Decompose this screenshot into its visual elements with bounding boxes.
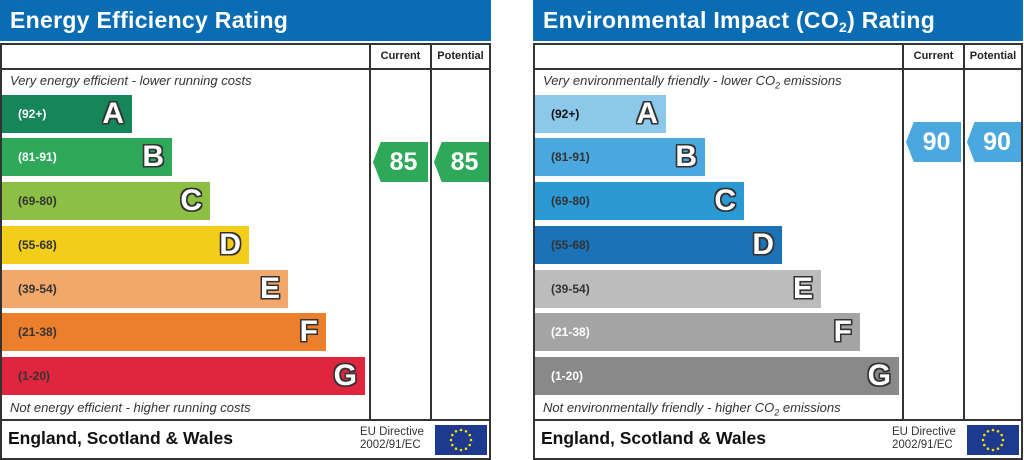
- band-range: (69-80): [551, 194, 590, 208]
- band-range: (21-38): [551, 325, 590, 339]
- text-part: emissions: [780, 73, 842, 88]
- potential-rating-arrow: 85: [434, 142, 489, 182]
- environmental-impact-panel: Environmental Impact (CO2) Rating Current…: [533, 0, 1023, 460]
- band-f: (21-38) F: [535, 313, 860, 351]
- band-range: (92+): [18, 107, 47, 121]
- footer-divider: [533, 419, 1023, 421]
- band-range: (21-38): [18, 325, 57, 339]
- band-letter: F: [299, 315, 318, 348]
- band-letter: G: [867, 359, 891, 392]
- band-letter: C: [714, 184, 736, 217]
- band-letter: C: [180, 184, 202, 217]
- text-part: Very environmentally friendly - lower CO: [543, 73, 776, 88]
- bottom-note: Not energy efficient - higher running co…: [10, 400, 251, 415]
- band-letter: G: [333, 359, 357, 392]
- band-g: (1-20) G: [2, 357, 365, 395]
- band-c: (69-80) C: [2, 182, 210, 220]
- band-range: (69-80): [18, 194, 57, 208]
- band-f: (21-38) F: [2, 313, 326, 351]
- column-divider: [430, 43, 432, 420]
- region-label: England, Scotland & Wales: [541, 428, 766, 448]
- band-e: (39-54) E: [535, 270, 821, 308]
- band-letter: D: [219, 228, 241, 261]
- energy-efficiency-panel: Energy Efficiency Rating Current Potential…: [0, 0, 491, 460]
- text-part: emissions: [779, 400, 841, 415]
- column-header-potential: Potential: [437, 50, 484, 62]
- subscript-2: 2: [775, 80, 781, 91]
- top-note: Very energy efficient - lower running co…: [10, 73, 252, 88]
- band-letter: F: [833, 315, 852, 348]
- band-letter: D: [752, 228, 774, 261]
- text-part: Environmental Impact (CO: [543, 7, 840, 33]
- column-divider: [369, 43, 371, 420]
- current-rating-arrow: 90: [906, 122, 961, 162]
- text-part: ) Rating: [847, 7, 936, 33]
- subscript-2: 2: [774, 407, 780, 418]
- band-letter: B: [142, 140, 164, 173]
- band-letter: B: [675, 140, 697, 173]
- band-range: (1-20): [18, 369, 51, 383]
- directive-line: 2002/91/EC: [892, 439, 953, 451]
- chart-frame: [0, 43, 491, 460]
- bottom-note: Not environmentally friendly - higher CO…: [543, 400, 841, 418]
- band-letter: E: [259, 272, 280, 305]
- panel-title: Energy Efficiency Rating: [0, 0, 491, 41]
- eu-flag-icon: [967, 425, 1019, 455]
- directive-line: EU Directive: [360, 426, 424, 438]
- potential-rating-arrow: 90: [967, 122, 1021, 162]
- band-c: (69-80) C: [535, 182, 744, 220]
- band-range: (55-68): [18, 238, 57, 252]
- text-part: Very energy efficient - lower running co…: [10, 73, 252, 88]
- band-a: (92+) A: [2, 95, 132, 133]
- eu-flag-icon: [435, 425, 487, 455]
- band-range: (92+): [551, 107, 580, 121]
- text-part: Not environmentally friendly - higher CO: [543, 400, 775, 415]
- panel-title: Environmental Impact (CO2) Rating: [533, 0, 1023, 41]
- band-range: (1-20): [551, 369, 584, 383]
- directive-line: EU Directive: [892, 426, 956, 438]
- band-range: (55-68): [551, 238, 590, 252]
- header-divider: [0, 68, 491, 70]
- band-range: (81-91): [551, 150, 590, 164]
- chart-frame: [533, 43, 1023, 460]
- eu-directive: EU Directive 2002/91/EC: [360, 426, 424, 452]
- region-label: England, Scotland & Wales: [8, 428, 233, 448]
- column-header-current: Current: [380, 50, 421, 62]
- footer-divider: [0, 419, 491, 421]
- band-letter: A: [636, 97, 658, 130]
- text-part: Not energy efficient - higher running co…: [10, 400, 251, 415]
- band-b: (81-91) B: [2, 138, 172, 176]
- eu-directive: EU Directive 2002/91/EC: [892, 426, 956, 452]
- band-e: (39-54) E: [2, 270, 288, 308]
- column-header-potential: Potential: [969, 50, 1017, 62]
- band-range: (81-91): [18, 150, 57, 164]
- band-d: (55-68) D: [535, 226, 782, 264]
- top-note: Very environmentally friendly - lower CO…: [543, 73, 842, 91]
- header-divider: [533, 68, 1023, 70]
- column-divider: [963, 43, 965, 420]
- column-header-current: Current: [913, 50, 954, 62]
- band-b: (81-91) B: [535, 138, 705, 176]
- band-d: (55-68) D: [2, 226, 249, 264]
- band-letter: A: [102, 97, 124, 130]
- directive-line: 2002/91/EC: [360, 439, 421, 451]
- band-a: (92+) A: [535, 95, 666, 133]
- band-range: (39-54): [18, 282, 57, 296]
- column-divider: [902, 43, 904, 420]
- band-letter: E: [792, 272, 813, 305]
- subscript-2: 2: [839, 19, 848, 35]
- band-g: (1-20) G: [535, 357, 899, 395]
- text-part: Energy Efficiency Rating: [10, 7, 289, 33]
- band-range: (39-54): [551, 282, 590, 296]
- current-rating-arrow: 85: [373, 142, 428, 182]
